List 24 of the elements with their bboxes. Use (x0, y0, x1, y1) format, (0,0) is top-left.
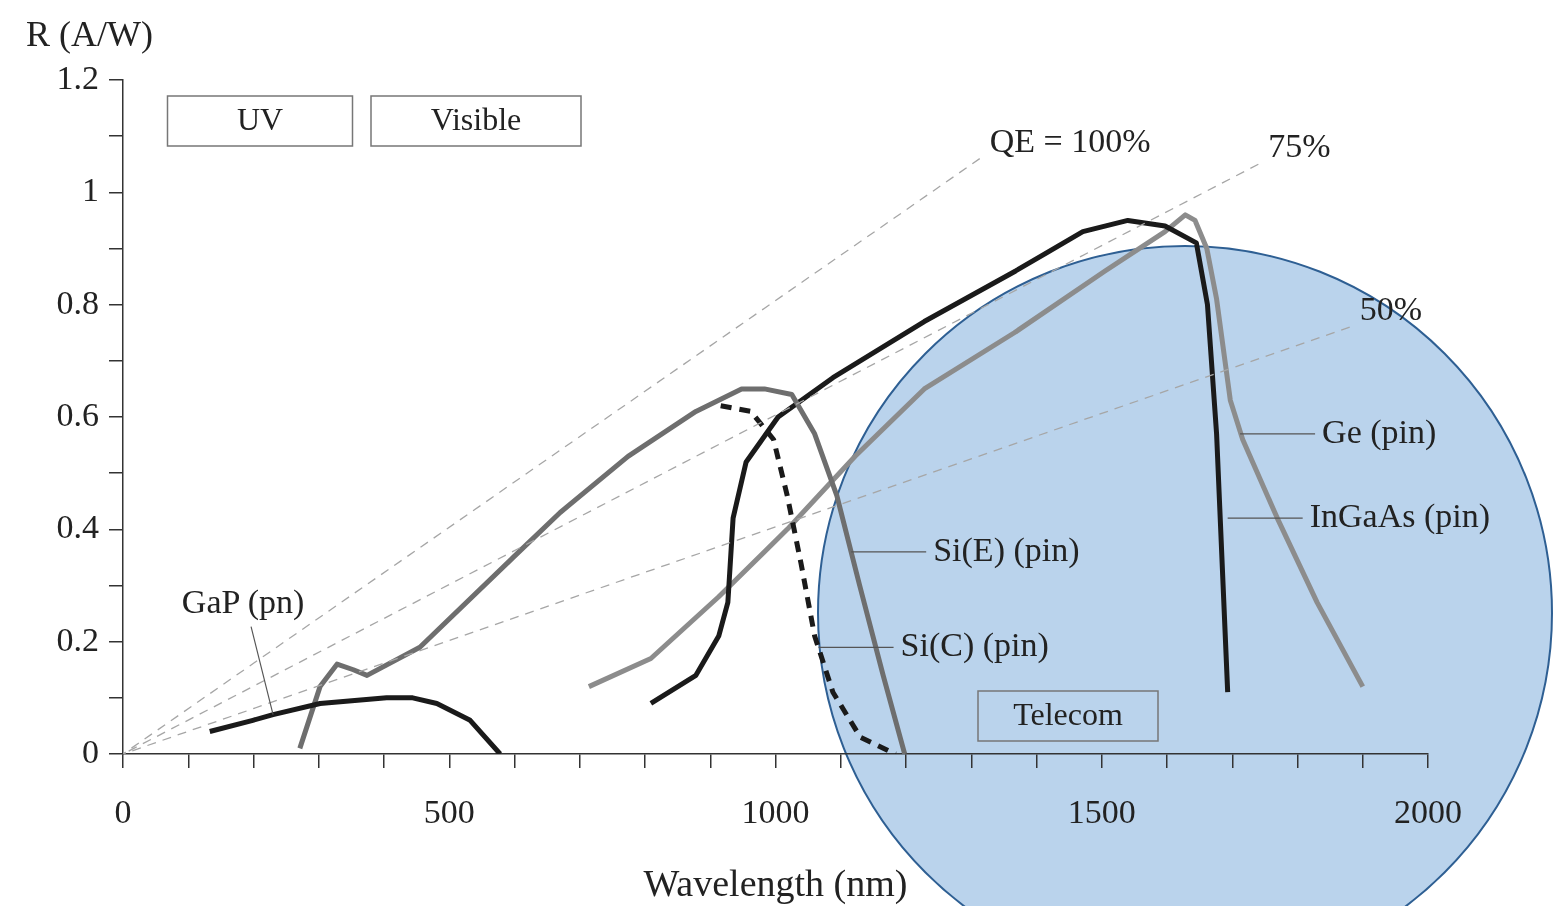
x-tick-label: 500 (423, 793, 475, 831)
annotation: InGaAs (pin) (1309, 497, 1491, 536)
annotation: GaP (pn) (181, 582, 305, 621)
annotation: Ge (pin) (1322, 412, 1437, 451)
series-label: QE = 100% (989, 121, 1151, 159)
y-tick-label: 1 (82, 171, 99, 209)
annotation: Telecom (1013, 696, 1123, 733)
annotation: Visible (430, 101, 522, 138)
x-tick-label: 2000 (1394, 793, 1462, 831)
x-tick-label: 1000 (741, 793, 810, 831)
y-tick-label: 1.2 (56, 58, 99, 96)
annotation: UV (236, 101, 284, 138)
x-tick-label: 0 (114, 793, 132, 831)
y-axis-title: R (A/W) (26, 14, 153, 54)
y-tick-label: 0.2 (56, 620, 99, 658)
y-tick-label: 0.6 (56, 395, 99, 433)
x-tick-label: 1500 (1067, 793, 1136, 831)
y-tick-label: 0.4 (56, 508, 99, 546)
annotation: Si(C) (pin) (900, 626, 1049, 665)
series-label: 75% (1268, 127, 1331, 165)
annotation: Si(E) (pin) (933, 530, 1080, 569)
y-tick-label: 0.8 (56, 283, 99, 321)
x-axis-title: Wavelength (nm) (643, 862, 908, 905)
y-tick-label: 0 (82, 732, 99, 770)
